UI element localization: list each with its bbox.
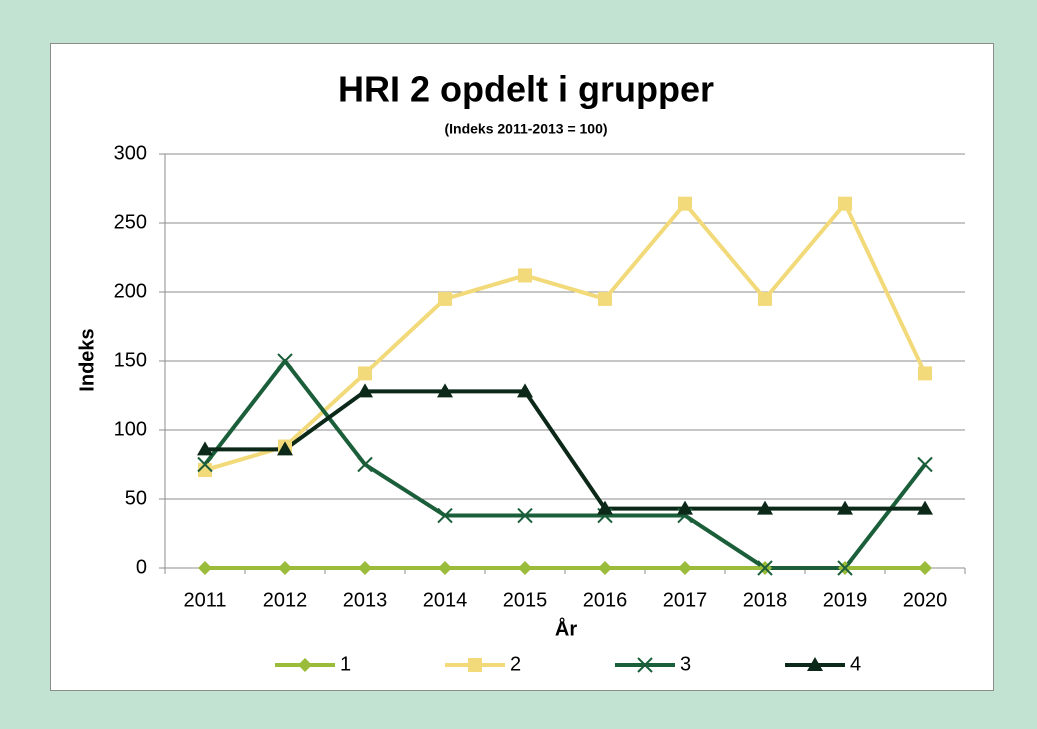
x-tick-label: 2017 [663,589,708,611]
point-marker [197,456,213,473]
point-marker [278,561,292,575]
y-tick-label: 100 [114,418,147,440]
y-tick-label: 0 [136,556,147,578]
point-marker [517,383,533,398]
x-tick-label: 2013 [343,589,388,611]
point-marker [518,561,532,575]
x-tick-label: 2016 [583,589,628,611]
legend-label: 1 [340,653,351,675]
legend-marker [807,657,823,671]
point-marker [837,500,853,515]
point-marker [677,500,693,515]
legend-marker [637,657,653,673]
point-marker [597,500,613,515]
chart-title: HRI 2 opdelt i grupper [338,69,714,110]
point-marker [918,561,932,575]
y-tick-label: 50 [125,487,147,509]
legend-marker [468,658,482,672]
legend-label: 2 [510,653,521,675]
point-marker [758,291,772,306]
point-marker [917,456,933,473]
point-marker [198,561,212,575]
point-marker [678,561,692,575]
point-marker [838,196,852,211]
point-marker [358,366,372,381]
point-marker [277,441,293,456]
point-marker [438,561,452,575]
legend-label: 4 [850,653,861,675]
y-tick-label: 300 [114,142,147,164]
legend-marker [298,658,312,672]
point-marker [837,560,853,576]
point-marker [517,507,533,524]
point-marker [198,463,212,478]
point-marker [438,291,452,306]
chart-frame [50,43,994,691]
y-tick-label: 250 [114,211,147,233]
point-marker [197,441,213,456]
point-marker [437,507,453,524]
point-marker [358,561,372,575]
y-tick-label: 150 [114,349,147,371]
chart-subtitle: (Indeks 2011-2013 = 100) [444,121,607,137]
point-marker [678,196,692,211]
point-marker [918,366,932,381]
series-line [205,389,925,511]
legend-label: 3 [680,653,691,675]
point-marker [518,268,532,283]
y-tick-label: 200 [114,280,147,302]
y-axis-label: Indeks [76,328,98,391]
x-tick-label: 2018 [743,589,788,611]
x-tick-label: 2014 [423,589,468,611]
x-axis-label: År [555,616,577,640]
point-marker [598,291,612,306]
series-line [203,359,927,570]
x-tick-label: 2020 [903,589,948,611]
point-marker [357,383,373,398]
point-marker [357,456,373,473]
point-marker [757,560,773,576]
x-tick-label: 2019 [823,589,868,611]
point-marker [917,500,933,515]
point-marker [277,353,293,369]
x-tick-label: 2015 [503,589,548,611]
x-tick-label: 2011 [183,589,226,611]
point-marker [598,561,612,575]
x-tick-label: 2012 [263,589,308,611]
point-marker [757,500,773,515]
point-marker [437,383,453,398]
